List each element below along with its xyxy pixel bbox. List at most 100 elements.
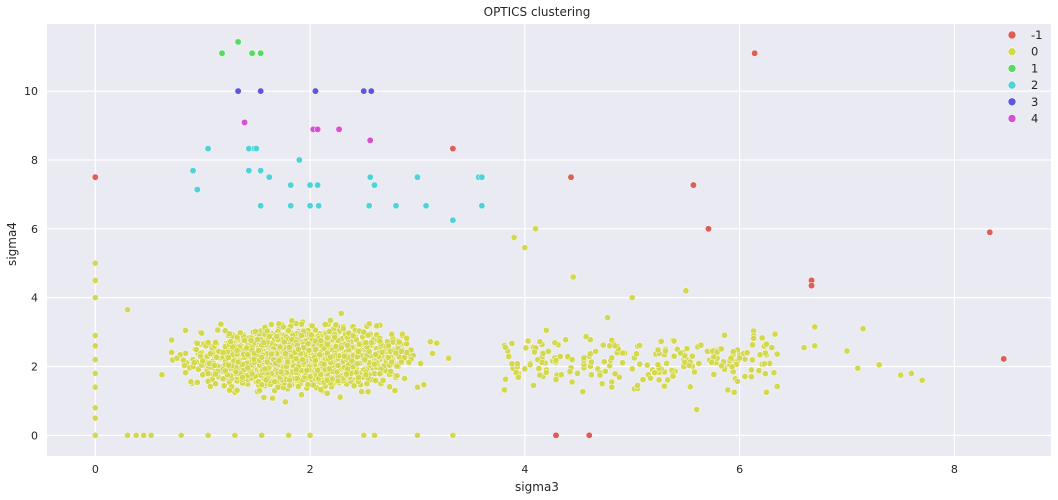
- data-point: [124, 431, 131, 439]
- data-point: [651, 369, 659, 377]
- data-point: [260, 339, 268, 347]
- y-tick-label: 10: [24, 85, 38, 98]
- data-point: [768, 344, 776, 351]
- data-point: [204, 339, 212, 346]
- data-point: [363, 380, 371, 388]
- data-point: [531, 348, 538, 356]
- data-point: [986, 228, 994, 236]
- data-point: [233, 347, 241, 355]
- legend-label: 0: [1031, 45, 1038, 59]
- data-point: [217, 320, 225, 328]
- data-point: [247, 336, 255, 344]
- data-point: [378, 349, 386, 356]
- data-point: [91, 356, 99, 363]
- data-point: [348, 357, 356, 365]
- data-point: [686, 383, 694, 391]
- data-point: [505, 353, 513, 360]
- data-point: [682, 287, 690, 295]
- data-point: [168, 349, 175, 356]
- x-tick-label: 8: [951, 463, 958, 476]
- data-point: [403, 334, 411, 342]
- data-point: [294, 345, 302, 353]
- data-point: [478, 202, 486, 210]
- data-point: [508, 340, 516, 347]
- y-axis-label: sigma4: [5, 222, 19, 266]
- data-point: [391, 387, 399, 394]
- data-point: [232, 368, 240, 376]
- data-point: [226, 330, 233, 338]
- data-point: [332, 321, 340, 329]
- data-point: [323, 334, 331, 342]
- data-point: [248, 49, 256, 57]
- data-point: [305, 346, 313, 354]
- data-point: [566, 368, 574, 376]
- data-point: [275, 320, 283, 328]
- data-point: [763, 340, 770, 348]
- data-point: [683, 345, 691, 352]
- data-point: [734, 377, 741, 385]
- legend-marker: [1007, 47, 1017, 57]
- data-point: [691, 368, 698, 376]
- data-point: [190, 359, 198, 367]
- data-point: [773, 383, 781, 390]
- y-tick-label: 6: [31, 223, 38, 236]
- y-tick-label: 8: [31, 154, 38, 167]
- data-point: [231, 431, 239, 439]
- data-point: [592, 348, 600, 355]
- data-point: [168, 336, 175, 344]
- data-point: [530, 382, 537, 389]
- data-point: [358, 388, 365, 395]
- data-point: [429, 350, 436, 357]
- data-point: [371, 431, 378, 439]
- data-point: [611, 342, 619, 350]
- data-point: [241, 118, 249, 126]
- data-point: [552, 376, 560, 383]
- data-point: [843, 347, 851, 355]
- data-point: [670, 337, 678, 345]
- legend: -1 0 1 2 3 4: [1007, 28, 1042, 126]
- data-point: [257, 87, 265, 95]
- data-point: [365, 202, 373, 210]
- data-point: [225, 361, 232, 369]
- data-point: [248, 370, 256, 378]
- data-point: [327, 317, 334, 324]
- data-point: [596, 371, 604, 379]
- data-point: [502, 344, 509, 351]
- data-point: [654, 346, 662, 354]
- data-point: [355, 348, 362, 356]
- data-point: [557, 371, 565, 379]
- data-point: [569, 273, 577, 281]
- data-point: [521, 244, 529, 252]
- data-point: [654, 361, 662, 369]
- data-point: [187, 378, 195, 385]
- data-point: [677, 349, 684, 357]
- data-point: [608, 354, 616, 362]
- data-point: [233, 386, 241, 394]
- data-point: [501, 386, 508, 394]
- data-point: [91, 332, 99, 339]
- data-point: [693, 406, 700, 413]
- data-point: [762, 370, 769, 378]
- data-point: [337, 344, 345, 352]
- data-point: [189, 167, 197, 175]
- data-point: [219, 375, 227, 383]
- data-point: [405, 359, 413, 366]
- data-point: [344, 342, 352, 349]
- legend-marker: [1007, 64, 1017, 73]
- data-point: [258, 353, 266, 361]
- data-point: [385, 354, 392, 361]
- data-point: [287, 181, 295, 189]
- data-point: [314, 366, 321, 374]
- legend-marker: [1007, 30, 1017, 40]
- data-point: [608, 383, 616, 391]
- data-point: [536, 371, 544, 379]
- data-point: [241, 336, 248, 344]
- data-point: [393, 372, 401, 380]
- data-point: [574, 370, 581, 377]
- data-point: [599, 341, 607, 349]
- data-point: [580, 354, 588, 362]
- data-point: [414, 431, 421, 439]
- y-tick-labels: 0 2 4 6 8 10: [24, 85, 38, 442]
- data-point: [91, 173, 99, 181]
